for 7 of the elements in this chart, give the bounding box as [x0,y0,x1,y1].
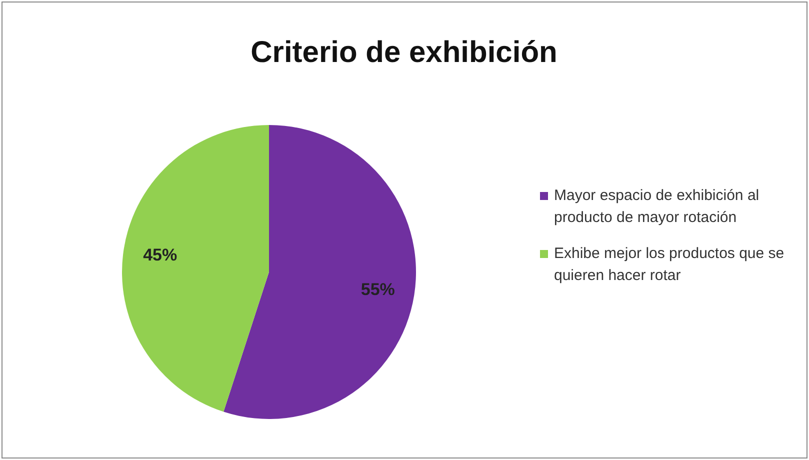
legend-label: Exhibe mejor los productos que se quieren hacer rotar [554,245,784,284]
pie-slice [224,125,416,419]
chart-title: Criterio de exhibición [250,36,558,69]
data-label: 55% [360,280,395,300]
data-label: 45% [143,246,178,265]
legend-label: Mayor espacio de exhibición al producto de mayor rotación [554,187,760,226]
pie-slice [122,125,269,412]
